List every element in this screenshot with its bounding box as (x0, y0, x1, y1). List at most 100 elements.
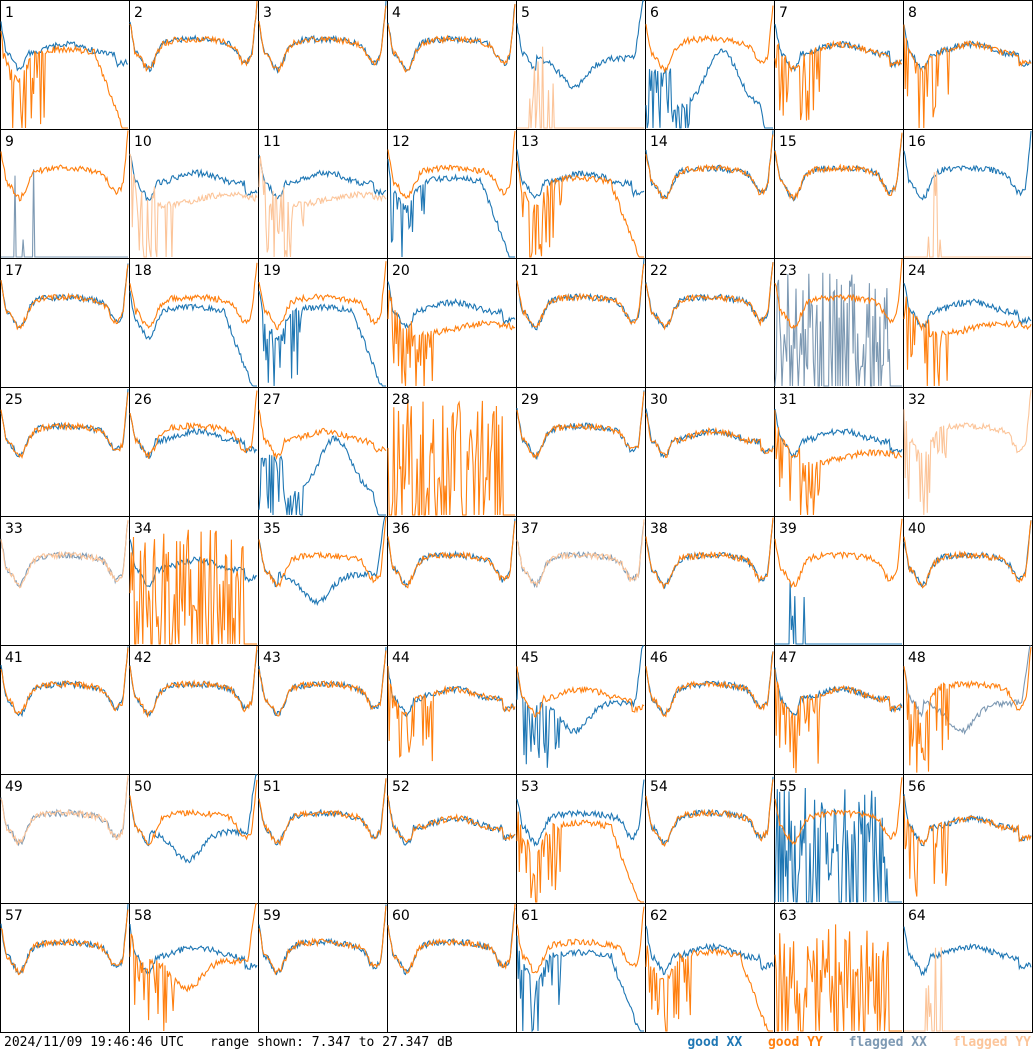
panel-19: 19 (258, 258, 388, 388)
panel-frame (129, 258, 259, 388)
panel-frame (0, 774, 130, 904)
series-yy-good (0, 264, 129, 331)
series-yy-good (387, 400, 515, 516)
series-xx-good (258, 435, 386, 516)
panel-label: 19 (263, 263, 281, 279)
panel-label: 32 (908, 392, 926, 408)
panel-16: 16 (903, 129, 1033, 259)
panel-label: 1 (5, 5, 14, 21)
panel-14: 14 (645, 129, 775, 259)
series-yy-good (516, 906, 645, 974)
panel-label: 7 (779, 5, 788, 21)
series-yy-good (774, 39, 903, 121)
panel-38: 38 (645, 516, 775, 646)
series-yy-good (258, 516, 387, 588)
series-xx-good (903, 926, 1032, 977)
series-yy-good (516, 263, 645, 328)
panel-frame (129, 774, 259, 904)
panel-frame (129, 903, 259, 1033)
panel-52: 52 (387, 774, 517, 904)
panel-36: 36 (387, 516, 517, 646)
series-yy-good (516, 811, 644, 903)
panel-60: 60 (387, 903, 517, 1033)
series-yy-good (387, 795, 516, 844)
series-yy-good (645, 134, 774, 200)
range-label: range shown: 7.347 to 27.347 dB (210, 1035, 453, 1050)
panel-11: 11 (258, 129, 388, 259)
panel-label: 20 (392, 263, 410, 279)
panel-label: 41 (5, 650, 23, 666)
panel-label: 44 (392, 650, 410, 666)
series-yy-good (645, 945, 773, 1032)
panel-31: 31 (774, 387, 904, 517)
panel-label: 57 (5, 908, 23, 924)
panel-label: 35 (263, 521, 281, 537)
series-xx-good (129, 539, 258, 588)
panel-9: 9 (0, 129, 130, 259)
panel-5: 5 (516, 0, 646, 130)
panel-label: 43 (263, 650, 281, 666)
series-yy-good (387, 130, 516, 199)
panel-32: 32 (903, 387, 1033, 517)
panel-label: 40 (908, 521, 926, 537)
panel-28: 28 (387, 387, 517, 517)
panel-label: 63 (779, 908, 797, 924)
legend: good XX good YY flagged XX flagged YY (669, 1033, 1031, 1053)
series-yy-good (129, 645, 258, 719)
panel-4: 4 (387, 0, 517, 130)
panel-22: 22 (645, 258, 775, 388)
series-xx-good (645, 925, 774, 976)
panel-label: 12 (392, 134, 410, 150)
panel-41: 41 (0, 645, 130, 775)
series-yy-good (903, 24, 1032, 129)
panel-label: 47 (779, 650, 797, 666)
panel-frame (258, 0, 388, 130)
series-yy-good (0, 30, 128, 129)
series-xx-good (129, 290, 257, 387)
panel-1: 1 (0, 0, 130, 130)
panel-62: 62 (645, 903, 775, 1033)
panel-frame (645, 258, 775, 388)
series-xx-flagged (1, 169, 128, 258)
series-xx-good (645, 48, 773, 129)
series-yy-good (129, 903, 257, 1032)
panel-29: 29 (516, 387, 646, 517)
series-yy-good (774, 518, 903, 589)
panel-label: 8 (908, 5, 917, 21)
panel-label: 62 (650, 908, 668, 924)
panel-61: 61 (516, 903, 646, 1033)
panel-34: 34 (129, 516, 259, 646)
panel-48: 48 (903, 645, 1033, 775)
series-yy-good (0, 130, 129, 202)
panel-label: 52 (392, 779, 410, 795)
series-yy-good (774, 132, 903, 202)
series-yy-good (645, 262, 774, 331)
panel-label: 10 (134, 134, 152, 150)
panel-label: 31 (779, 392, 797, 408)
series-yy-good (903, 520, 1032, 589)
series-yy-flagged (904, 171, 1031, 258)
panel-label: 14 (650, 134, 668, 150)
series-xx-good (258, 291, 386, 387)
series-yy-good (129, 262, 258, 329)
panel-54: 54 (645, 774, 775, 904)
panel-57: 57 (0, 903, 130, 1033)
series-yy-good (258, 650, 387, 717)
panel-frame (516, 774, 646, 904)
panel-40: 40 (903, 516, 1033, 646)
panel-15: 15 (774, 129, 904, 259)
panel-24: 24 (903, 258, 1033, 388)
panel-label: 36 (392, 521, 410, 537)
panel-label: 33 (5, 521, 23, 537)
panel-label: 22 (650, 263, 668, 279)
panel-label: 11 (263, 134, 281, 150)
panel-label: 3 (263, 5, 272, 21)
series-yy-flagged (903, 390, 1032, 516)
series-xx-good (387, 159, 515, 258)
panel-53: 53 (516, 774, 646, 904)
panel-label: 56 (908, 779, 926, 795)
series-xx-good (0, 388, 129, 458)
series-xx-good (0, 21, 129, 72)
series-yy-good (387, 520, 516, 589)
